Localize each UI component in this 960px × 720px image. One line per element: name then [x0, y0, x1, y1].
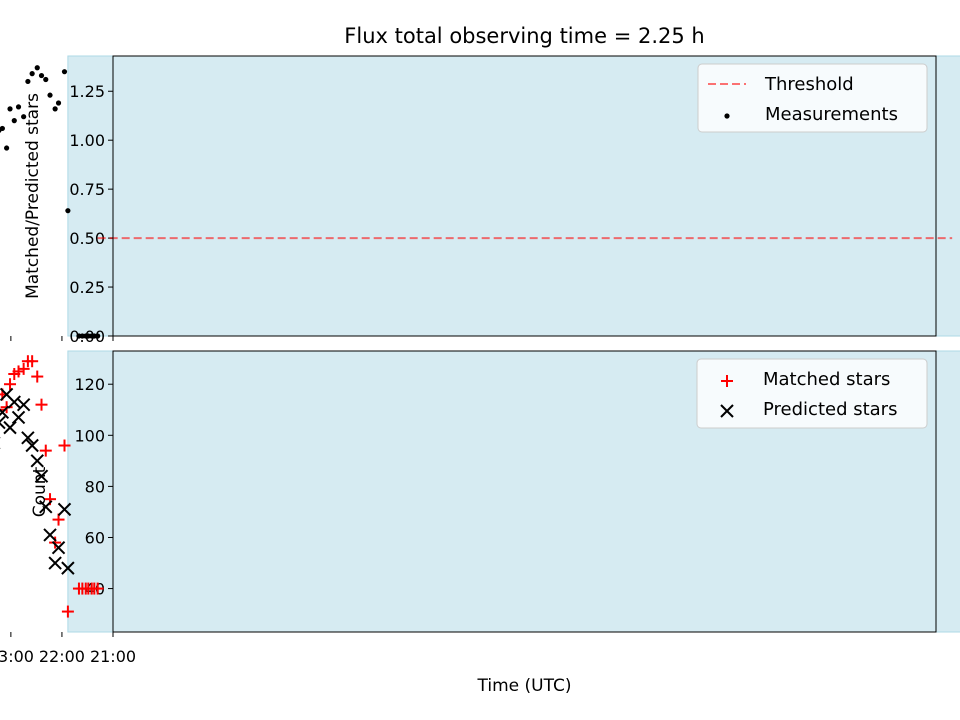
x-tick-label: 22:00 — [39, 647, 85, 666]
predicted-star-point — [0, 387, 14, 402]
bottom-legend-box — [696, 358, 928, 429]
top-legend-box — [697, 63, 928, 133]
predicted-star-point — [25, 438, 39, 453]
predicted-star-point — [11, 410, 26, 425]
x-tick-label: 21:00 — [90, 647, 136, 666]
bottom-axes-frame — [112, 350, 937, 633]
measurement-point — [65, 208, 71, 214]
top-y-tick-label: 1.25 — [69, 82, 105, 101]
top-axes-frame — [112, 55, 937, 337]
top-x-axis-ticks — [10, 336, 114, 341]
predicted-star-point — [51, 540, 66, 555]
matched-star-point — [39, 444, 52, 457]
bottom-y-tick-label: 100 — [74, 426, 105, 445]
bottom-y-axis-label: Count — [30, 466, 50, 517]
top-y-tick-label: 0.50 — [69, 229, 105, 248]
predicted-star-point — [43, 528, 57, 542]
top-legend: Threshold Measurements — [697, 63, 928, 133]
measurements-series — [0, 65, 101, 339]
x-axis-label: Time (UTC) — [477, 676, 572, 696]
matched-star-point — [52, 513, 65, 526]
top-y-tick-label: 0.25 — [69, 278, 105, 297]
predicted-star-point — [0, 405, 10, 420]
matched-star-point — [72, 582, 85, 595]
predicted-star-point — [57, 502, 72, 517]
matched-star-point — [31, 370, 44, 383]
legend-matched-swatch — [721, 375, 733, 387]
predicted-star-point — [34, 469, 49, 483]
predicted-star-point — [48, 556, 62, 570]
bottom-y-tick-label: 120 — [74, 375, 105, 394]
measurement-point — [55, 100, 62, 106]
measurement-point — [25, 78, 31, 85]
measurement-point — [4, 145, 10, 151]
x-tick-label: 23:00 — [0, 647, 34, 666]
predicted-star-point — [61, 561, 75, 575]
bottom-panel: 406080100120 21:0022:0023:0000:0001:0002… — [0, 350, 960, 696]
bottom-legend: Matched stars Predicted stars — [696, 358, 928, 429]
legend-measurements-label: Measurements — [765, 104, 898, 125]
predicted-star-point — [3, 420, 17, 435]
measurement-point — [38, 72, 45, 79]
measurement-point — [43, 76, 49, 83]
measurement-point — [7, 106, 13, 112]
legend-matched-label: Matched stars — [763, 369, 890, 390]
legend-threshold-label: Threshold — [764, 74, 854, 95]
measurement-point — [29, 71, 35, 77]
matched-star-point — [17, 362, 30, 375]
measurement-point — [47, 92, 53, 98]
top-y-tick-label: 1.00 — [69, 131, 105, 150]
predicted-star-point — [30, 454, 44, 468]
measurement-point — [11, 118, 17, 124]
top-y-axis-ticks: 0.000.250.500.751.001.25 — [69, 82, 113, 346]
predicted-star-point — [39, 500, 53, 514]
matched-star-point — [61, 605, 74, 618]
predicted-star-point — [0, 415, 6, 430]
matched-star-point — [35, 398, 48, 411]
measurement-point — [15, 104, 22, 110]
measurement-point — [76, 333, 82, 339]
matched-star-point — [49, 536, 62, 549]
predicted-stars-series — [0, 387, 75, 575]
top-y-axis-label: Matched/Predicted stars — [23, 93, 43, 299]
legend-predicted-swatch — [720, 404, 734, 418]
legend-predicted-label: Predicted stars — [763, 399, 897, 420]
measurement-point — [0, 128, 2, 133]
measurement-point — [52, 106, 58, 112]
top-y-tick-label: 0.75 — [69, 180, 105, 199]
legend-measurements-swatch — [724, 113, 730, 119]
matched-star-point — [21, 355, 34, 368]
predicted-star-point — [21, 431, 35, 445]
measurement-point — [61, 69, 68, 75]
measurement-point — [34, 65, 40, 71]
matched-star-point — [0, 408, 5, 411]
measurement-point — [21, 114, 27, 120]
matched-star-point — [4, 378, 17, 391]
chart-title: Flux total observing time = 2.25 h — [344, 24, 704, 48]
matched-star-point — [8, 367, 21, 380]
matched-star-point — [58, 439, 71, 452]
top-panel: 0.000.250.500.751.001.25 Flux total obse… — [0, 24, 960, 346]
bottom-y-tick-label: 80 — [85, 477, 105, 496]
bottom-y-tick-label: 60 — [85, 528, 105, 547]
